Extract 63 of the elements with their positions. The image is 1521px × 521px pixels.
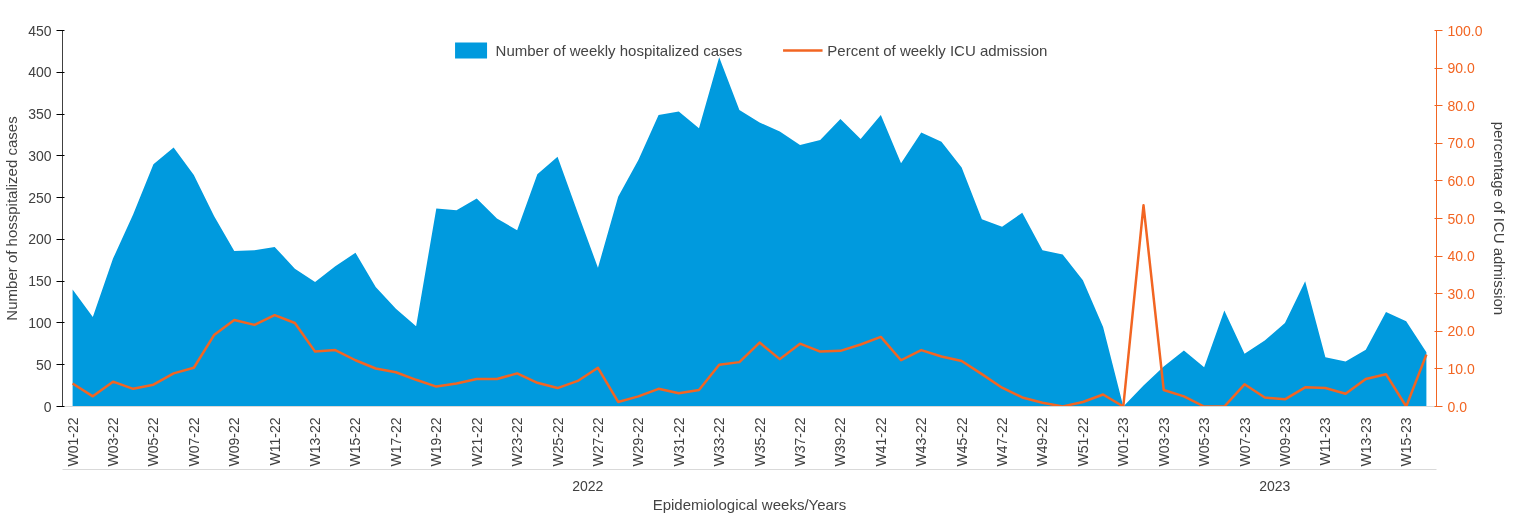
x-axis-title: Epidemiological weeks/Years [652, 495, 847, 513]
y2-tick-label: 80.0 [1447, 97, 1475, 114]
x-tick-label: W07-23 [1236, 417, 1253, 467]
x-tick-label: W01-22 [64, 417, 81, 467]
x-tick-label: W15-23 [1398, 417, 1415, 467]
y-tick-label: 450 [28, 22, 52, 39]
y2-tick-label: 50.0 [1447, 210, 1475, 227]
x-tick-label: W05-22 [145, 417, 162, 467]
y-tick-label: 50 [35, 356, 52, 373]
y2-tick-label: 70.0 [1447, 135, 1475, 152]
x-tick-label: W31-22 [670, 417, 687, 467]
text: 2023 [1259, 477, 1291, 494]
x-tick-label: W23-22 [509, 417, 526, 467]
line-series [71, 204, 1428, 407]
x-tick-label: W07-22 [185, 417, 202, 467]
x-tick-label: W03-23 [1155, 417, 1172, 467]
x-tick-label: W43-22 [913, 417, 930, 467]
y-tick-label: 0 [43, 398, 52, 415]
x-tick-label: W27-22 [589, 417, 606, 467]
x-tick-label: W37-22 [792, 417, 809, 467]
x-tick-label: W21-22 [468, 417, 485, 467]
x-tick-label: W11-22 [266, 417, 283, 466]
legend-label: Percent of weekly ICU admission [827, 41, 1048, 59]
y-tick-label: 250 [28, 189, 52, 206]
y2-tick-label: 40.0 [1447, 248, 1475, 265]
x-tick-label: W47-22 [994, 417, 1011, 467]
y2-tick-label: 30.0 [1447, 285, 1475, 302]
x-tick-label: W13-23 [1357, 417, 1374, 467]
x-tick-label: W01-23 [1115, 417, 1132, 467]
x-tick-label: W49-22 [1034, 417, 1051, 467]
x-tick-label: W05-23 [1196, 417, 1213, 467]
x-tick-label: W03-22 [105, 417, 122, 467]
y-axis-title: Number of hosspitalized cases [3, 116, 21, 321]
y-tick-label: 300 [28, 147, 52, 164]
y2-tick-label: 90.0 [1447, 60, 1475, 77]
y2-tick-label: 20.0 [1447, 323, 1475, 340]
y-tick-label: 350 [28, 106, 52, 123]
x-tick-label: W15-22 [347, 417, 364, 467]
x-tick-label: W29-22 [630, 417, 647, 467]
x-tick-label: W17-22 [387, 417, 404, 467]
y2-axis-title: percentage of ICU admission [1490, 121, 1508, 316]
x-tick-label: W25-22 [549, 417, 566, 467]
x-tick-label: W33-22 [711, 417, 728, 467]
text: 2022 [572, 477, 604, 494]
x-tick-label: W39-22 [832, 417, 849, 467]
y2-tick-label: 60.0 [1447, 172, 1475, 189]
x-tick-label: W19-22 [428, 417, 445, 467]
x-tick-label: W09-22 [226, 417, 243, 467]
y-tick-label: 100 [28, 314, 52, 331]
x-tick-label: W41-22 [872, 417, 889, 467]
legend-label: Number of weekly hospitalized cases [495, 41, 743, 59]
y-tick-label: 400 [28, 64, 52, 81]
y2-tick-label: 100.0 [1447, 22, 1483, 39]
y2-tick-label: 10.0 [1447, 360, 1475, 377]
x-tick-label: W35-22 [751, 417, 768, 467]
x-tick-label: W51-22 [1074, 417, 1091, 467]
x-tick-label: W11-23 [1317, 417, 1334, 466]
x-tick-label: W13-22 [307, 417, 324, 467]
y2-tick-label: 0.0 [1447, 398, 1468, 415]
x-tick-label: W09-23 [1276, 417, 1293, 467]
x-tick-label: W45-22 [953, 417, 970, 467]
y-tick-label: 150 [28, 273, 52, 290]
y-tick-label: 200 [28, 231, 52, 248]
